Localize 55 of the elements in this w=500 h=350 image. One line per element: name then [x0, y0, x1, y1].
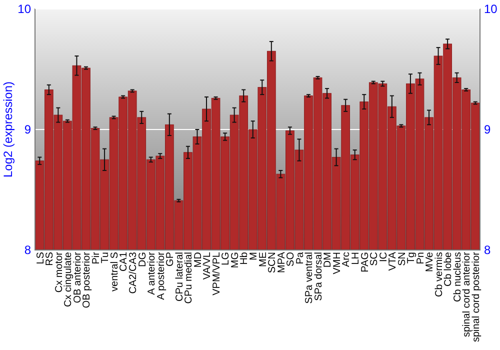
x-tick-label: GP [165, 252, 176, 266]
x-tick-label: Pn [415, 252, 426, 264]
x-tick-label: A posterior [156, 251, 167, 300]
x-tick-label: DG [137, 252, 148, 267]
x-tick-label: SC [369, 252, 380, 266]
x-tick-label: spinal cord anterior [462, 251, 473, 338]
x-tick-label: CPu lateral [174, 252, 186, 302]
x-tick-label: IC [378, 252, 390, 262]
x-tick-label: LH [350, 252, 362, 265]
x-tick-label: MPA [276, 252, 288, 273]
y2-tick-label: 10 [484, 2, 498, 16]
x-tick-label: VTA [388, 252, 399, 271]
x-tick-label: PAG [360, 252, 371, 272]
x-tick-label: OB anterior [72, 251, 84, 304]
x-tick-label: Cb vermis [434, 252, 445, 298]
x-tick-label: MVe [424, 252, 436, 272]
x-tick-label: SN [396, 252, 408, 266]
x-tick-label: M [248, 252, 260, 260]
y2-tick-label: 9 [484, 122, 491, 136]
y-tick-label: 9 [24, 122, 32, 136]
x-tick-label: VA/VL [202, 252, 214, 280]
x-tick-label: DM [322, 252, 334, 268]
x-tick-label: RS [44, 252, 56, 266]
x-tick-label: LS [35, 252, 46, 264]
x-tick-label: Pir [90, 251, 102, 264]
x-tick-label: A anterior [146, 251, 158, 295]
x-tick-label: ME [258, 252, 269, 267]
x-tick-label: MD [192, 252, 204, 268]
x-tick-label: Tg [406, 252, 418, 264]
x-tick-label: Pa [294, 252, 306, 264]
x-tick-label: Tu [100, 252, 112, 264]
x-tick-label: CA1 [118, 252, 130, 272]
y-axis-title: Log2 (expression) [1, 81, 15, 178]
x-tick-label: Cx cingulate [63, 252, 74, 308]
x-tick-label: VPM/VPL [211, 252, 222, 296]
x-tick-label: Cx motor [54, 251, 65, 293]
x-tick-label: Cb lobe [443, 252, 454, 286]
x-tick-label: CA2/CA3 [128, 252, 139, 294]
x-tick-label: VMH [332, 252, 343, 274]
y2-tick-label: 8 [484, 242, 491, 257]
x-tick-label: spinal cord posterior [471, 251, 482, 342]
x-tick-label: CPu medial [184, 252, 195, 304]
x-tick-label: ventral S [109, 252, 120, 292]
x-tick-label: Cb nucleus [452, 252, 464, 302]
x-tick-label: OB posterior [82, 251, 93, 308]
x-tick-label: SO [286, 252, 297, 266]
x-tick-label: MG [230, 252, 241, 268]
x-tick-label: SPa ventral [304, 252, 316, 304]
x-tick-label: Hb [239, 252, 250, 265]
y-tick-label: 8 [24, 242, 32, 257]
x-tick-label: SPa dorsal [313, 252, 324, 301]
y-tick-label: 10 [18, 2, 32, 16]
x-tick-label: SCN [267, 252, 278, 274]
x-tick-label: Arc [341, 252, 352, 267]
x-tick-label: LG [220, 252, 232, 266]
